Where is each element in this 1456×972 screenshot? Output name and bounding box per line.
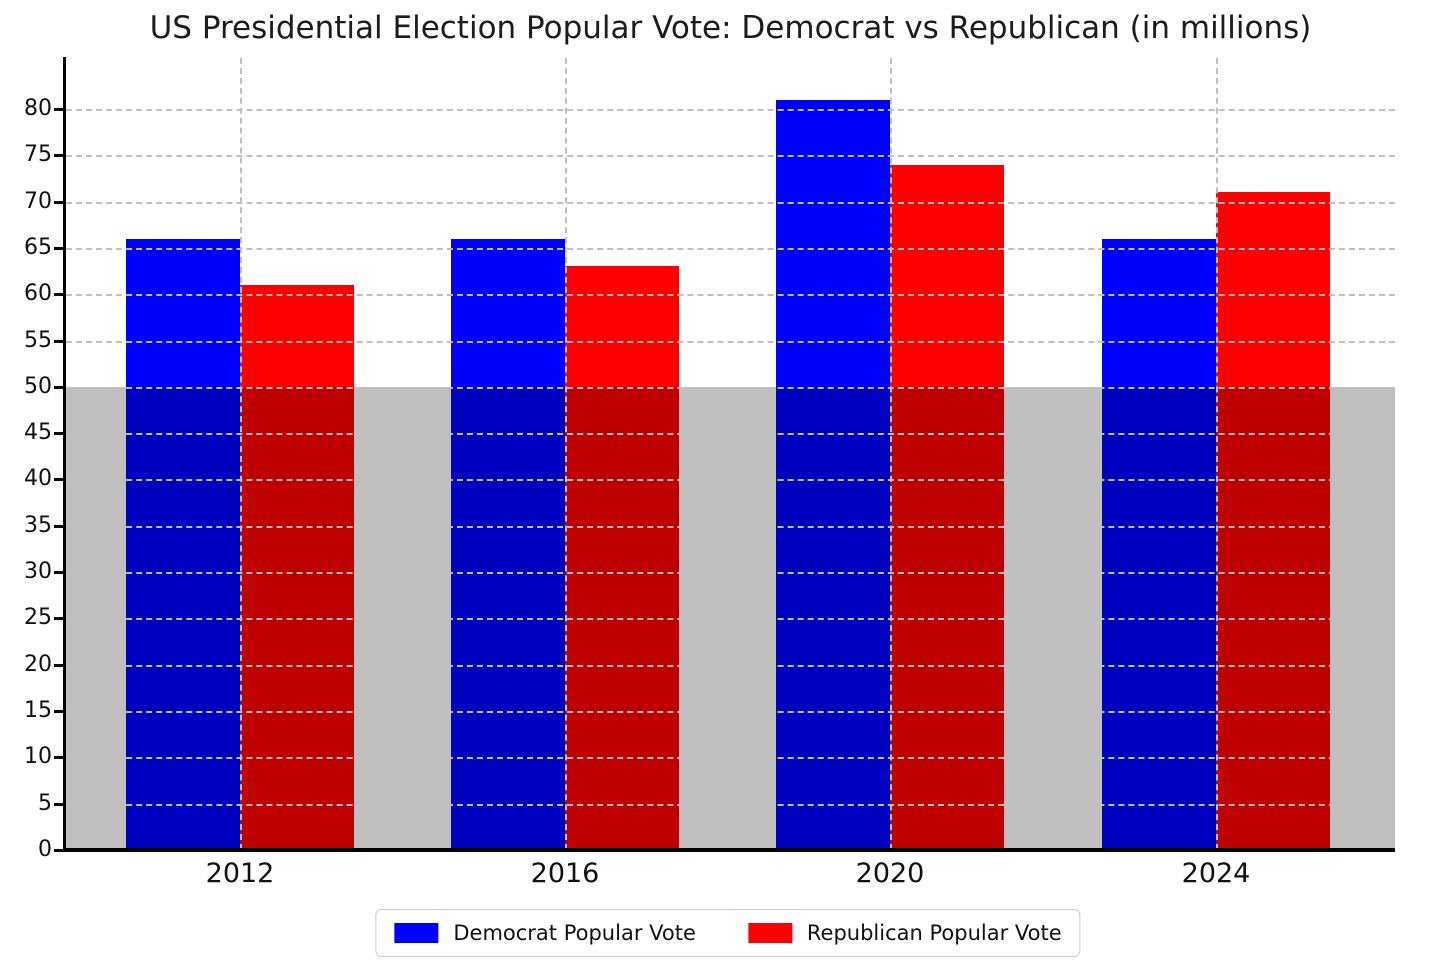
y-tick-label-10: 10 — [24, 744, 52, 769]
y-tick-15 — [54, 710, 64, 713]
y-tick-65 — [54, 247, 64, 250]
y-tick-20 — [54, 664, 64, 667]
hgridline-35 — [66, 526, 1395, 528]
plot-area — [66, 58, 1395, 850]
y-tick-label-30: 30 — [24, 559, 52, 584]
hgridline-55 — [66, 341, 1395, 343]
x-tick-label-2016: 2016 — [530, 858, 600, 889]
republican-bar-2020 — [890, 165, 1004, 850]
hgridline-40 — [66, 479, 1395, 481]
y-tick-label-20: 20 — [24, 652, 52, 677]
democrat-bar-2020 — [776, 100, 890, 850]
y-tick-45 — [54, 432, 64, 435]
y-tick-label-70: 70 — [24, 189, 52, 214]
vgridline-2020 — [890, 58, 892, 850]
legend-label-democrat: Democrat Popular Vote — [453, 921, 696, 945]
hgridline-60 — [66, 294, 1395, 296]
x-axis-spine — [63, 848, 1395, 852]
hgridline-5 — [66, 804, 1395, 806]
y-tick-10 — [54, 756, 64, 759]
hgridline-15 — [66, 711, 1395, 713]
hgridline-80 — [66, 109, 1395, 111]
republican-bar-2016 — [565, 266, 679, 850]
hgridline-50 — [66, 387, 1395, 389]
x-tick-label-2024: 2024 — [1181, 858, 1251, 889]
y-tick-label-25: 25 — [24, 605, 52, 630]
y-tick-5 — [54, 803, 64, 806]
y-tick-35 — [54, 525, 64, 528]
hgridline-45 — [66, 433, 1395, 435]
y-axis-spine — [63, 57, 66, 851]
hgridline-65 — [66, 248, 1395, 250]
hgridline-25 — [66, 618, 1395, 620]
y-tick-50 — [54, 386, 64, 389]
y-tick-60 — [54, 293, 64, 296]
y-tick-label-40: 40 — [24, 466, 52, 491]
y-tick-30 — [54, 571, 64, 574]
democrat-bar-2012 — [126, 239, 240, 850]
y-tick-label-45: 45 — [24, 420, 52, 445]
y-tick-label-80: 80 — [24, 96, 52, 121]
y-tick-label-35: 35 — [24, 513, 52, 538]
hgridline-10 — [66, 757, 1395, 759]
hgridline-70 — [66, 202, 1395, 204]
y-tick-55 — [54, 340, 64, 343]
republican-swatch-icon — [747, 923, 792, 943]
republican-bar-2024 — [1216, 192, 1330, 850]
y-tick-label-5: 5 — [38, 791, 52, 816]
x-tick-label-2020: 2020 — [855, 858, 925, 889]
vgridline-2024 — [1216, 58, 1218, 850]
hgridline-30 — [66, 572, 1395, 574]
y-tick-75 — [54, 154, 64, 157]
democrat-bar-2016 — [451, 239, 565, 850]
legend: Democrat Popular Vote Republican Popular… — [375, 909, 1081, 957]
republican-bar-2012 — [240, 285, 354, 850]
y-tick-label-55: 55 — [24, 328, 52, 353]
y-tick-label-0: 0 — [38, 837, 52, 862]
democrat-bar-2024 — [1102, 239, 1216, 850]
democrat-swatch-icon — [394, 923, 439, 943]
y-tick-label-50: 50 — [24, 374, 52, 399]
y-tick-80 — [54, 108, 64, 111]
y-tick-0 — [54, 849, 64, 852]
legend-entry-democrat: Democrat Popular Vote — [394, 921, 696, 945]
chart-title: US Presidential Election Popular Vote: D… — [149, 10, 1312, 46]
y-tick-40 — [54, 478, 64, 481]
y-tick-label-60: 60 — [24, 281, 52, 306]
y-tick-70 — [54, 201, 64, 204]
y-tick-label-15: 15 — [24, 698, 52, 723]
y-tick-label-75: 75 — [24, 142, 52, 167]
legend-entry-republican: Republican Popular Vote — [747, 921, 1062, 945]
legend-label-republican: Republican Popular Vote — [806, 921, 1062, 945]
vgridline-2012 — [240, 58, 242, 850]
hgridline-20 — [66, 665, 1395, 667]
y-tick-label-65: 65 — [24, 235, 52, 260]
y-tick-25 — [54, 617, 64, 620]
hgridline-75 — [66, 155, 1395, 157]
vgridline-2016 — [565, 58, 567, 850]
x-tick-label-2012: 2012 — [205, 858, 275, 889]
